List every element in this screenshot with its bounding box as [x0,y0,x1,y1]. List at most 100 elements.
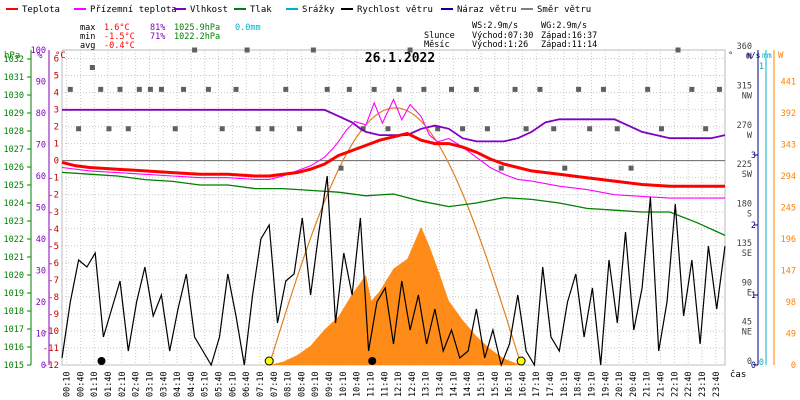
stats-temperature: -1.5°C [104,32,135,42]
tick-label-watts: 98 [786,298,796,308]
stats-temperature: 1.6°C [104,23,130,33]
stats-pressure: 1022.2hPa [174,32,220,42]
series-layer [61,47,726,367]
tick-label-celsius: -8 [48,293,59,303]
sun-elevation-curve [268,107,522,366]
wind-direction-point [435,126,441,132]
tick-label-pct: 20 [36,298,46,308]
wind-direction-point [233,86,239,92]
wind-direction-point [421,86,427,92]
tick-label-hpa: 1031 [4,73,24,83]
tick-label-celsius: 4 [54,89,59,99]
tick-label-time: 03:40 [159,371,169,397]
tick-label-time: 05:40 [215,371,225,397]
tick-label-watts: 245 [781,204,796,214]
wind-direction-point [147,86,153,92]
tick-label-hpa: 1032 [4,55,24,65]
tick-label-celsius: -9 [48,310,59,320]
tick-label-celsius: 2 [54,123,59,133]
tick-label-ms: 0 [751,361,756,371]
tick-label-time: 01:40 [104,371,114,397]
tick-label-time: 14:40 [463,371,473,397]
tick-label-pct: 100 [31,46,46,56]
wind-direction-point [537,86,543,92]
stats-label: max [80,23,95,33]
tick-label-time: 03:10 [145,371,155,397]
series-temperature-line [61,131,725,188]
tick-label-celsius: -11 [43,344,59,354]
wind-direction-point [219,126,225,132]
tick-label-hpa: 1018 [4,307,24,317]
tick-label-pct: 40 [36,235,46,245]
tick-label-time: 17:40 [546,371,556,397]
tick-label-direction-name: W [747,131,753,141]
axis-unit-celsius: °C [55,51,66,61]
tick-label-watts: 343 [781,141,796,151]
tick-label-time: 12:40 [408,371,418,397]
tick-label-time: 04:10 [173,371,183,397]
tick-label-direction-name: SW [742,170,753,180]
tick-label-hpa: 1016 [4,343,24,353]
stats-rain: 0.0mm [235,23,261,33]
wind-direction-point [645,86,651,92]
tick-label-direction: 225 [737,160,752,170]
wind-direction-point [338,165,344,171]
tick-label-watts: 441 [781,78,796,88]
tick-label-celsius: -10 [43,327,59,337]
wind-direction-point [205,86,211,92]
tick-label-hpa: 1028 [4,127,24,137]
tick-label-hpa: 1024 [4,199,24,209]
tick-label-time: 00:40 [76,371,86,397]
legend-label: Teplota [22,5,60,15]
wind-direction-point [346,86,352,92]
legend-label: Srážky [302,5,335,15]
stats-label: min [80,32,95,42]
tick-label-time: 05:10 [201,371,211,397]
wind-direction-point [106,126,112,132]
tick-label-time: 06:10 [228,371,238,397]
wind-direction-point [283,86,289,92]
wind-direction-point [385,126,391,132]
stats-wind-gust: WG:2.9m/s [541,21,587,31]
stats-label: avg [80,41,95,51]
axis-unit-hpa: hPa [4,51,20,61]
wind-direction-point [244,47,250,53]
axis-unit-ms: m/s [746,51,761,60]
chart-title: 26.1.2022 [365,51,435,66]
tick-label-time: 21:40 [657,371,667,397]
wind-direction-point [576,86,582,92]
tick-label-direction: 270 [737,121,752,131]
tick-label-pct: 90 [36,78,46,88]
tick-label-direction: 90 [742,278,752,288]
wind-direction-point [473,86,479,92]
tick-label-time: 18:40 [574,371,584,397]
tick-label-celsius: -6 [48,259,59,269]
stats-sunset: Západ:16:37 [541,31,597,41]
tick-label-direction-name: N [747,52,752,62]
tick-label-pct: 0 [41,361,46,371]
tick-label-celsius: -12 [43,361,59,371]
tick-label-ms: 2 [751,221,756,231]
tick-label-watts: 49 [786,330,796,340]
stats-temperature: -0.4°C [104,41,135,51]
tick-label-time: 17:10 [532,371,542,397]
stats-pressure: 1025.9hPa [174,23,220,33]
tick-label-time: 06:40 [242,371,252,397]
wind-direction-point [310,47,316,53]
tick-label-watts: 294 [781,172,796,182]
tick-label-time: 09:40 [325,371,335,397]
tick-label-hpa: 1020 [4,271,24,281]
tick-label-direction: 315 [737,81,752,91]
wind-direction-point [98,86,104,92]
tick-label-pct: 10 [36,330,46,340]
sunset-marker [516,356,526,366]
wind-direction-point [324,86,330,92]
tick-label-time: 19:10 [587,371,597,397]
tick-label-direction-name: NE [742,328,752,338]
wind-direction-point [192,47,198,53]
tick-label-direction-name: E [747,288,752,298]
tick-label-hpa: 1017 [4,325,24,335]
tick-label-time: 18:10 [560,371,570,397]
stats-sunrise: Východ:07:30 [472,31,533,41]
